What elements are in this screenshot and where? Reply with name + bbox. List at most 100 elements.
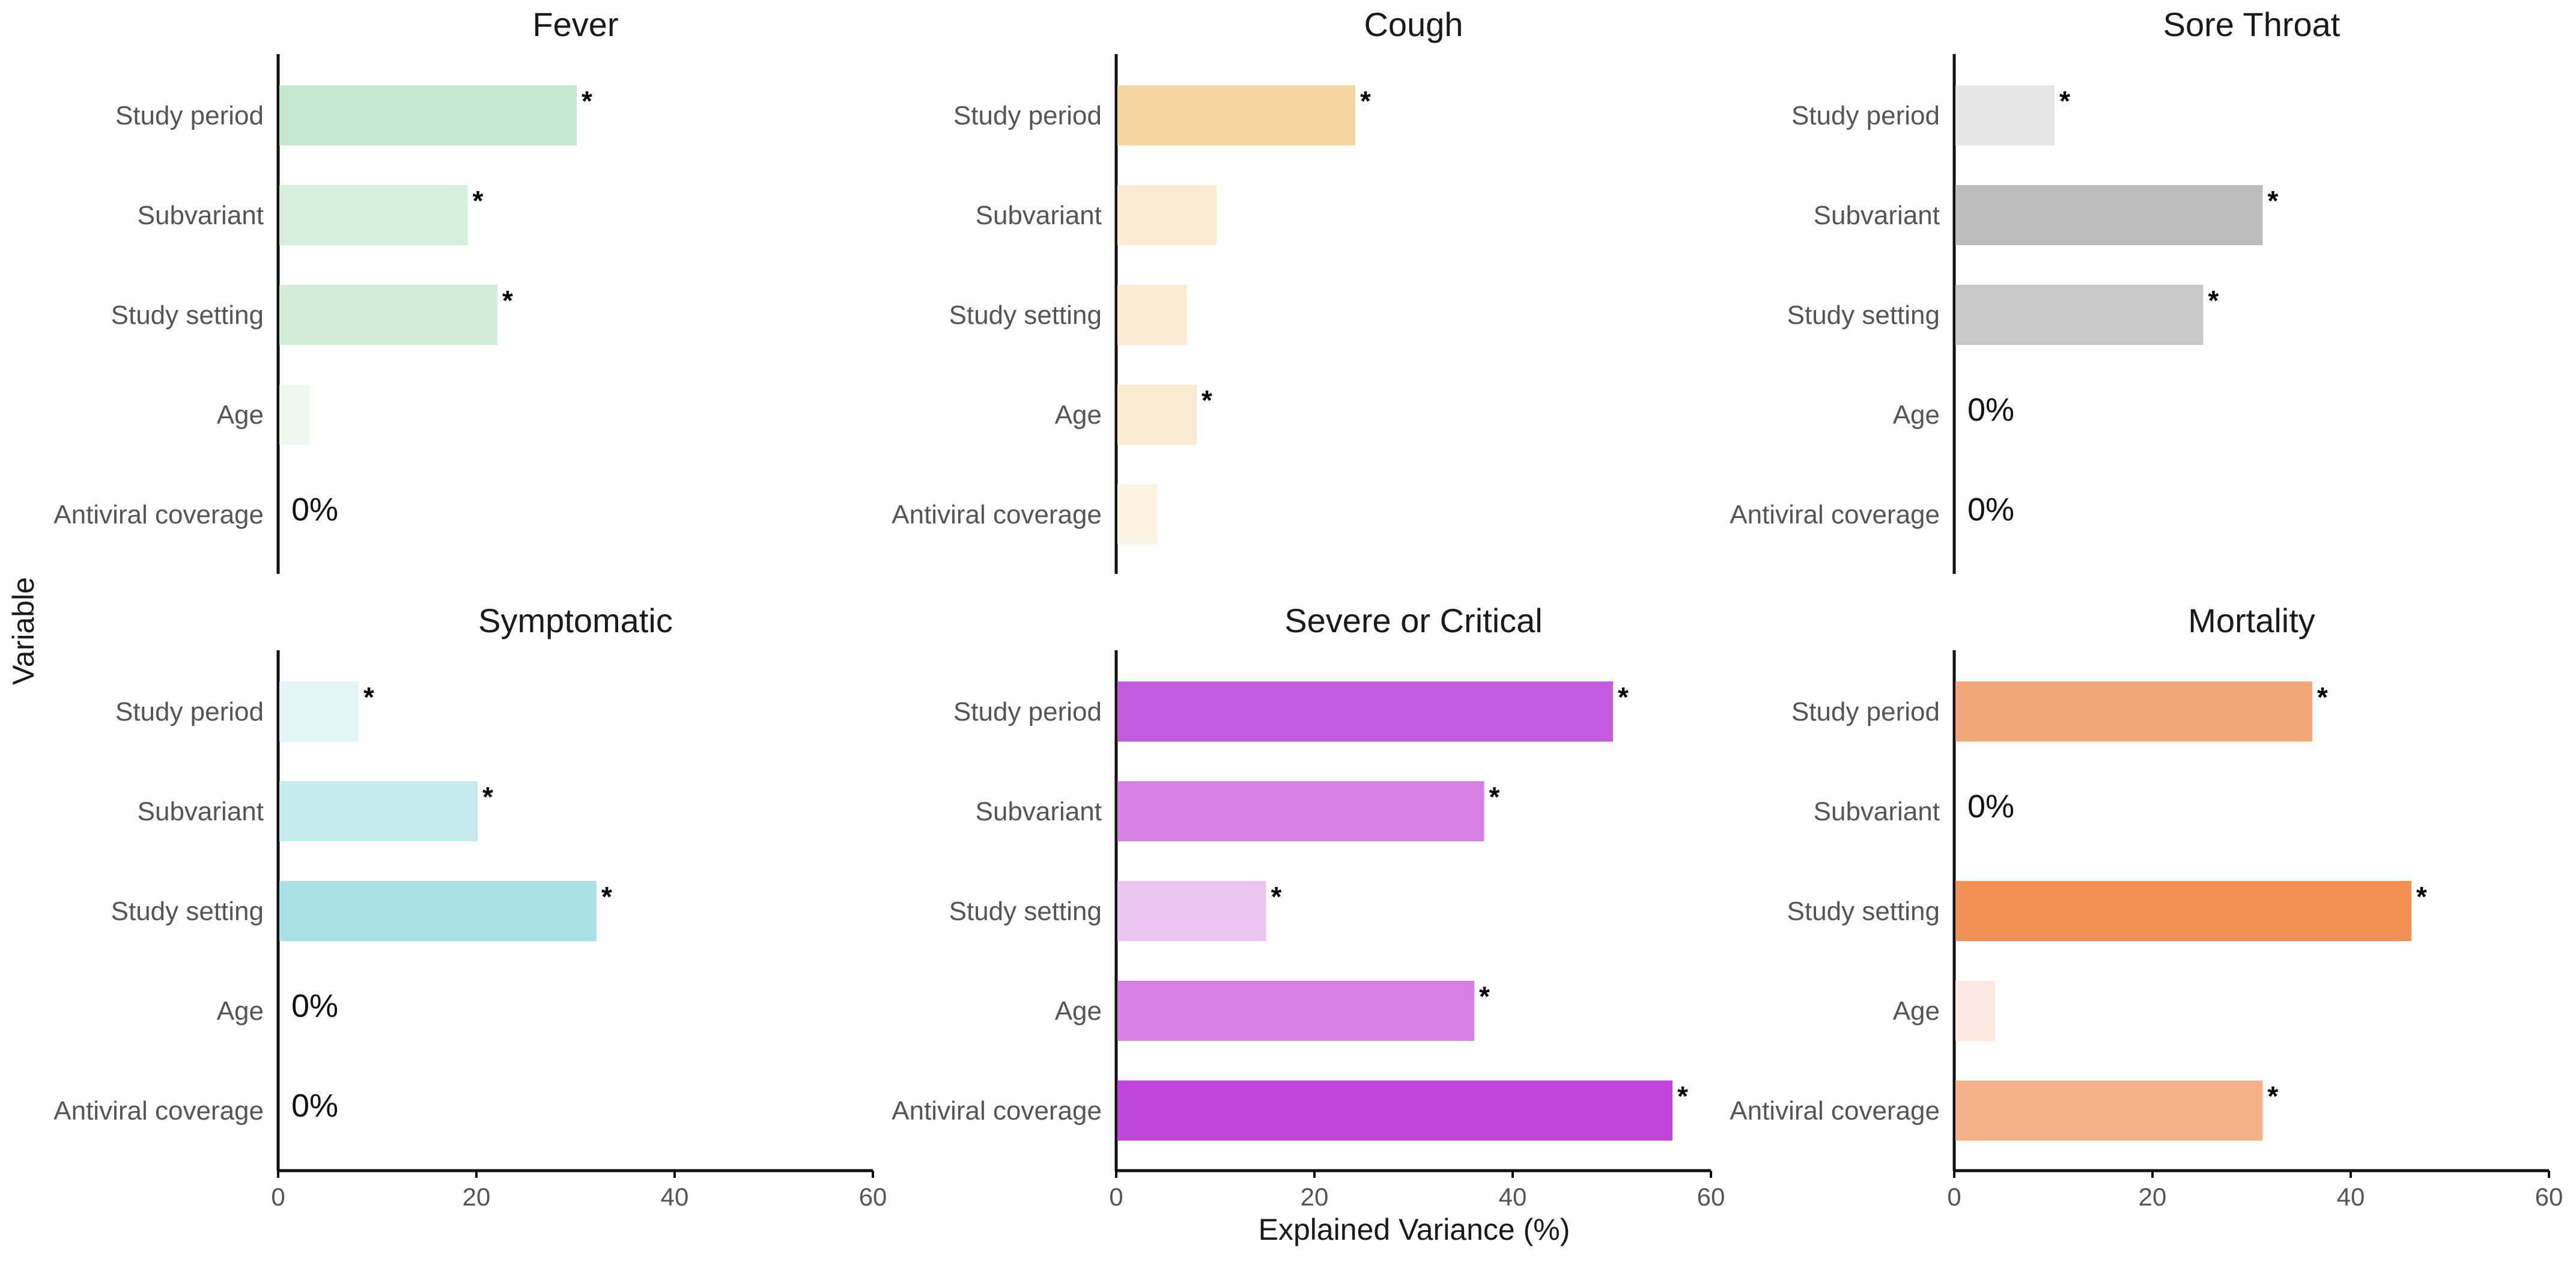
significance-marker: * — [582, 85, 592, 117]
panel-mortality: Mortality Study period * Subvariant 0% Study … — [1730, 602, 2563, 1211]
bar — [279, 881, 597, 941]
category-label: Subvariant — [138, 797, 264, 826]
panel-title: Mortality — [2188, 602, 2315, 639]
category-label: Study setting — [949, 300, 1102, 330]
panel-symptomatic: Symptomatic Study period * Subvariant * Study… — [53, 602, 887, 1211]
category-label: Subvariant — [138, 201, 264, 230]
category-label: Study period — [1791, 697, 1940, 727]
bar — [1117, 285, 1187, 345]
category-label: Age — [217, 996, 264, 1026]
significance-marker: * — [1201, 385, 1212, 416]
x-tick-label: 40 — [661, 1183, 689, 1211]
category-label: Study setting — [111, 300, 264, 330]
significance-marker: * — [1271, 881, 1282, 912]
category-label: Age — [217, 400, 264, 430]
bar — [1117, 1081, 1672, 1141]
y-axis-title: Variable — [7, 577, 40, 685]
x-tick-label: 40 — [1499, 1183, 1527, 1211]
bar — [279, 681, 359, 742]
category-label: Subvariant — [1814, 797, 1940, 826]
x-tick-label: 0 — [1109, 1183, 1123, 1211]
zero-value-label: 0% — [1967, 788, 2014, 825]
category-label: Antiviral coverage — [892, 1096, 1102, 1126]
significance-marker: * — [2416, 881, 2427, 912]
category-label: Age — [1893, 400, 1940, 430]
zero-value-label: 0% — [291, 1088, 338, 1124]
bar — [279, 185, 468, 245]
category-label: Age — [1055, 996, 1102, 1026]
x-tick-label: 20 — [2139, 1183, 2167, 1211]
significance-marker: * — [502, 285, 513, 316]
zero-value-label: 0% — [291, 492, 338, 528]
significance-marker: * — [1618, 681, 1629, 713]
category-label: Study setting — [949, 897, 1102, 926]
category-label: Study period — [115, 697, 264, 727]
bar — [1117, 385, 1197, 445]
bar — [1117, 781, 1484, 841]
panel-title: Fever — [532, 5, 618, 43]
significance-marker: * — [2317, 681, 2328, 713]
category-label: Antiviral coverage — [892, 500, 1102, 529]
category-label: Antiviral coverage — [53, 1096, 264, 1126]
significance-marker: * — [482, 781, 493, 812]
bar — [1955, 981, 1995, 1041]
category-label: Antiviral coverage — [1730, 500, 1940, 529]
x-tick-label: 60 — [2535, 1183, 2563, 1211]
category-label: Antiviral coverage — [53, 500, 264, 529]
zero-value-label: 0% — [291, 988, 338, 1024]
bar — [1955, 185, 2263, 245]
category-label: Study period — [953, 697, 1102, 727]
x-axis-title: Explained Variance (%) — [1259, 1213, 1570, 1246]
x-tick-label: 60 — [1697, 1183, 1725, 1211]
bar — [1955, 681, 2312, 742]
bar — [279, 385, 309, 445]
category-label: Subvariant — [976, 201, 1102, 230]
panel-title: Severe or Critical — [1284, 602, 1542, 639]
category-label: Study period — [115, 101, 264, 130]
significance-marker: * — [1489, 781, 1500, 812]
significance-marker: * — [1360, 85, 1371, 117]
significance-marker: * — [2268, 1081, 2279, 1112]
category-label: Antiviral coverage — [1730, 1096, 1940, 1126]
category-label: Study period — [1791, 101, 1940, 130]
bar — [279, 85, 577, 145]
panel-title: Cough — [1364, 5, 1463, 43]
significance-marker: * — [363, 681, 374, 713]
zero-value-label: 0% — [1967, 392, 2014, 428]
significance-marker: * — [2059, 85, 2070, 117]
category-label: Study setting — [1787, 897, 1940, 926]
x-tick-label: 60 — [859, 1183, 887, 1211]
bar — [1117, 484, 1157, 544]
panel-title: Symptomatic — [478, 602, 673, 639]
bar — [279, 285, 497, 345]
category-label: Age — [1893, 996, 1940, 1026]
x-tick-label: 40 — [2337, 1183, 2365, 1211]
bar — [1117, 881, 1266, 941]
bar — [1117, 85, 1355, 145]
panel-cough: Cough Study period * Subvariant Study settin… — [892, 5, 1463, 574]
category-label: Study period — [953, 101, 1102, 130]
panel-severe-or-critical: Severe or Critical Study period * Subvarian… — [892, 602, 1725, 1211]
significance-marker: * — [601, 881, 612, 912]
bar — [1955, 285, 2204, 345]
significance-marker: * — [1677, 1081, 1688, 1112]
bar — [1117, 681, 1613, 742]
bar — [1955, 85, 2055, 145]
x-tick-label: 0 — [271, 1183, 285, 1211]
zero-value-label: 0% — [1967, 492, 2014, 528]
x-tick-label: 0 — [1947, 1183, 1961, 1211]
category-label: Subvariant — [1814, 201, 1940, 230]
significance-marker: * — [473, 185, 484, 216]
significance-marker: * — [2208, 285, 2219, 316]
bar — [1117, 185, 1217, 245]
x-tick-label: 20 — [1301, 1183, 1329, 1211]
bar — [1955, 1081, 2263, 1141]
panel-fever: Fever Study period * Subvariant * Study setti… — [53, 5, 619, 574]
significance-marker: * — [2268, 185, 2279, 216]
bar — [1117, 981, 1474, 1041]
panels-layer: Fever Study period * Subvariant * Study setti… — [53, 5, 2563, 1211]
category-label: Study setting — [111, 897, 264, 926]
x-tick-label: 20 — [463, 1183, 491, 1211]
category-label: Study setting — [1787, 300, 1940, 330]
